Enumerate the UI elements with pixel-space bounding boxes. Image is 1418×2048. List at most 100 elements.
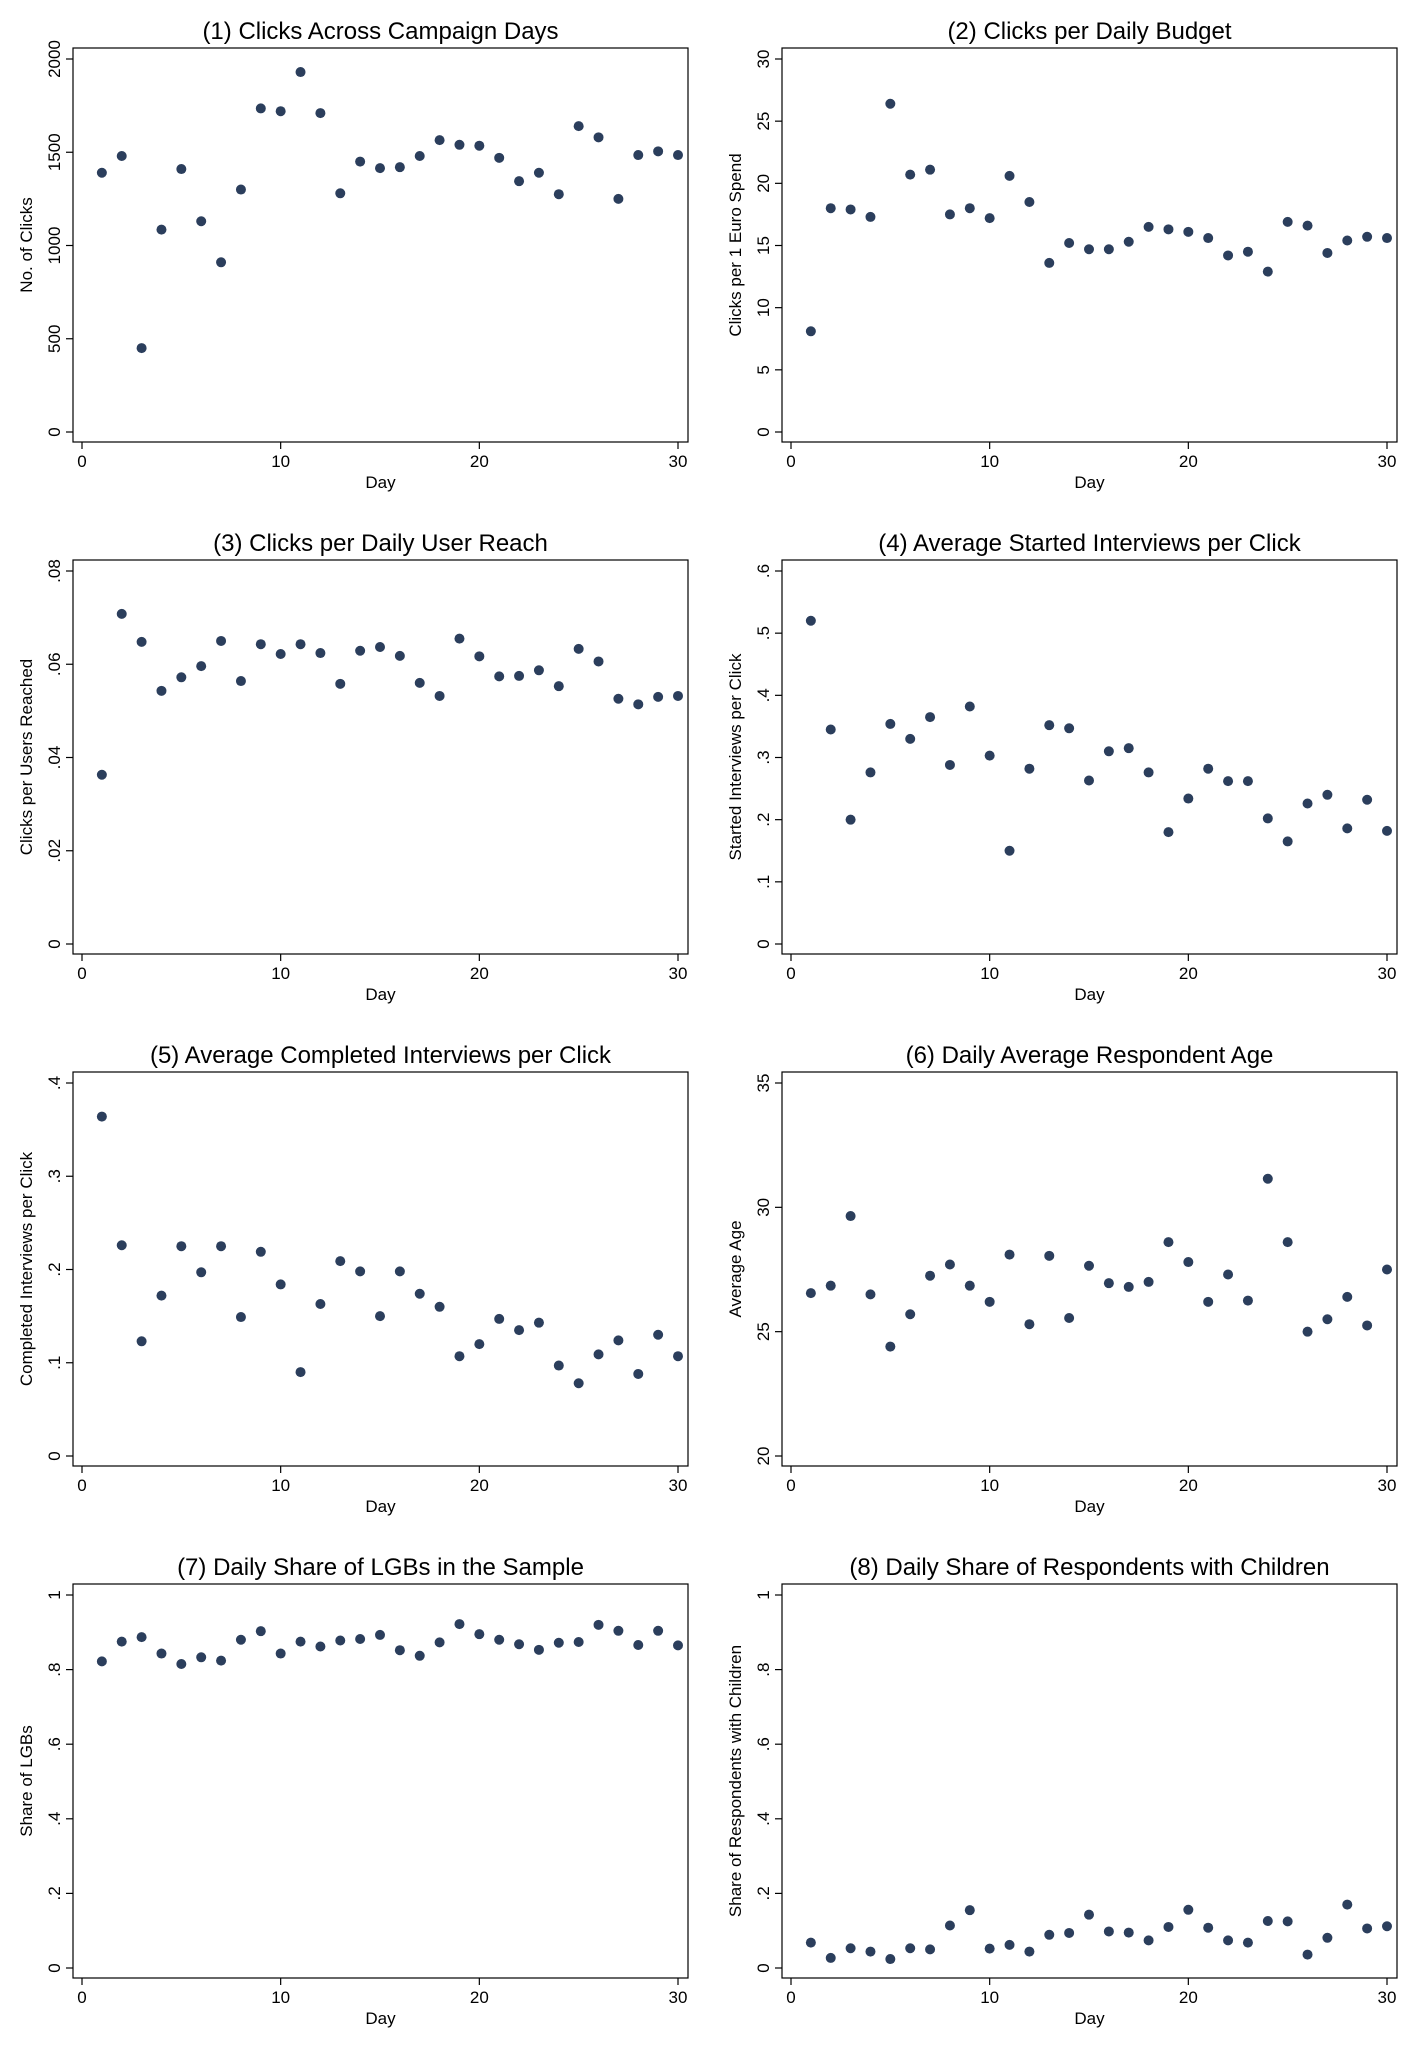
data-point xyxy=(156,1290,167,1301)
data-point xyxy=(1302,1949,1313,1960)
data-point xyxy=(1103,1926,1114,1937)
y-axis-label: Completed Interviews per Click xyxy=(17,1151,36,1386)
data-point xyxy=(156,224,167,235)
data-point xyxy=(315,108,326,119)
chart-svg-4: (4) Average Started Interviews per Click… xyxy=(726,530,1398,1004)
data-point xyxy=(335,188,346,199)
data-point xyxy=(1103,746,1114,757)
x-tick-label: 10 xyxy=(271,1988,290,2007)
data-point xyxy=(944,209,955,220)
data-point xyxy=(1223,1269,1234,1280)
data-point xyxy=(1084,1260,1094,1271)
data-point xyxy=(633,1639,644,1650)
data-point xyxy=(1302,1326,1313,1337)
chart-panel-2: (2) Clicks per Daily Budget 0 10 20 30 0 5 10 15… xyxy=(709,0,1418,512)
data-point xyxy=(1322,1932,1333,1943)
x-tick-label: 20 xyxy=(470,1476,489,1495)
data-point xyxy=(96,1111,107,1122)
data-point xyxy=(1123,743,1134,754)
data-point xyxy=(295,67,306,78)
chart-svg-2: (2) Clicks per Daily Budget 0 10 20 30 0 5 10 15… xyxy=(726,18,1398,492)
data-point xyxy=(255,1626,266,1637)
data-point xyxy=(1362,794,1373,805)
y-tick-label: .3 xyxy=(754,750,773,764)
data-point xyxy=(533,1644,544,1655)
data-point xyxy=(1262,266,1273,277)
data-point xyxy=(116,1240,127,1251)
y-tick-label: .2 xyxy=(45,1886,64,1900)
data-point xyxy=(673,1351,683,1362)
y-tick-label: 25 xyxy=(754,112,773,131)
y-tick-label: .2 xyxy=(754,813,773,827)
x-axis-label: Day xyxy=(1074,1497,1105,1516)
data-point xyxy=(533,167,544,178)
data-point xyxy=(573,1636,584,1647)
data-point xyxy=(434,1637,445,1648)
data-point xyxy=(673,1640,683,1651)
data-point xyxy=(176,672,187,683)
data-point xyxy=(613,693,624,704)
x-tick-label: 10 xyxy=(980,1988,999,2007)
x-tick-label: 0 xyxy=(786,1988,795,2007)
x-tick-label: 0 xyxy=(786,452,795,471)
data-point xyxy=(255,639,266,650)
y-tick-label: .8 xyxy=(45,1663,64,1677)
data-point xyxy=(474,651,485,662)
chart-title: (4) Average Started Interviews per Click xyxy=(878,530,1301,557)
data-point xyxy=(335,1256,346,1267)
data-point xyxy=(494,671,505,682)
y-tick-label: 2000 xyxy=(45,40,64,78)
data-point xyxy=(1064,238,1075,249)
data-point xyxy=(633,150,644,161)
data-point xyxy=(235,184,246,195)
data-point xyxy=(964,701,975,712)
data-point xyxy=(925,1270,936,1281)
data-point xyxy=(1382,1921,1392,1932)
data-point xyxy=(136,343,147,354)
y-tick-label: 1 xyxy=(45,1590,64,1599)
data-point xyxy=(235,676,246,687)
data-point xyxy=(216,1241,227,1252)
x-axis-label: Day xyxy=(1074,2009,1105,2028)
y-tick-label: .4 xyxy=(754,688,773,702)
data-point xyxy=(275,106,286,117)
y-tick-label: .08 xyxy=(45,559,64,583)
x-tick-label: 30 xyxy=(669,964,688,983)
data-point xyxy=(1282,836,1293,847)
data-point xyxy=(414,150,425,161)
data-point xyxy=(1183,226,1194,237)
x-axis-label: Day xyxy=(365,473,396,492)
data-point xyxy=(1024,1946,1035,1957)
data-point xyxy=(1223,776,1234,787)
y-tick-label: .3 xyxy=(45,1169,64,1183)
y-tick-label: 1000 xyxy=(45,227,64,265)
data-point xyxy=(414,1288,425,1299)
data-point xyxy=(944,759,955,770)
y-tick-label: 0 xyxy=(45,1963,64,1972)
y-tick-label: .2 xyxy=(45,1262,64,1276)
data-point xyxy=(176,164,187,175)
data-point xyxy=(1044,1929,1055,1940)
data-point xyxy=(235,1312,246,1323)
data-point xyxy=(156,685,167,696)
y-tick-label: .2 xyxy=(754,1886,773,1900)
data-point xyxy=(825,724,836,735)
y-tick-label: .8 xyxy=(754,1663,773,1677)
y-tick-label: 0 xyxy=(754,939,773,948)
data-point xyxy=(1282,1237,1293,1248)
x-tick-label: 0 xyxy=(786,1476,795,1495)
data-point xyxy=(593,132,604,143)
data-point xyxy=(653,1625,664,1636)
data-point xyxy=(1322,789,1333,800)
data-point xyxy=(553,1360,564,1371)
y-tick-label: 20 xyxy=(754,174,773,193)
data-point xyxy=(1322,1314,1333,1325)
data-point xyxy=(1143,767,1154,778)
y-tick-label: 0 xyxy=(45,427,64,436)
data-point xyxy=(96,769,107,780)
data-point xyxy=(1143,1935,1154,1946)
plot-frame xyxy=(781,1071,1398,1467)
chart-title: (7) Daily Share of LGBs in the Sample xyxy=(177,1554,584,1581)
data-point xyxy=(375,163,385,174)
data-point xyxy=(1282,1916,1293,1927)
